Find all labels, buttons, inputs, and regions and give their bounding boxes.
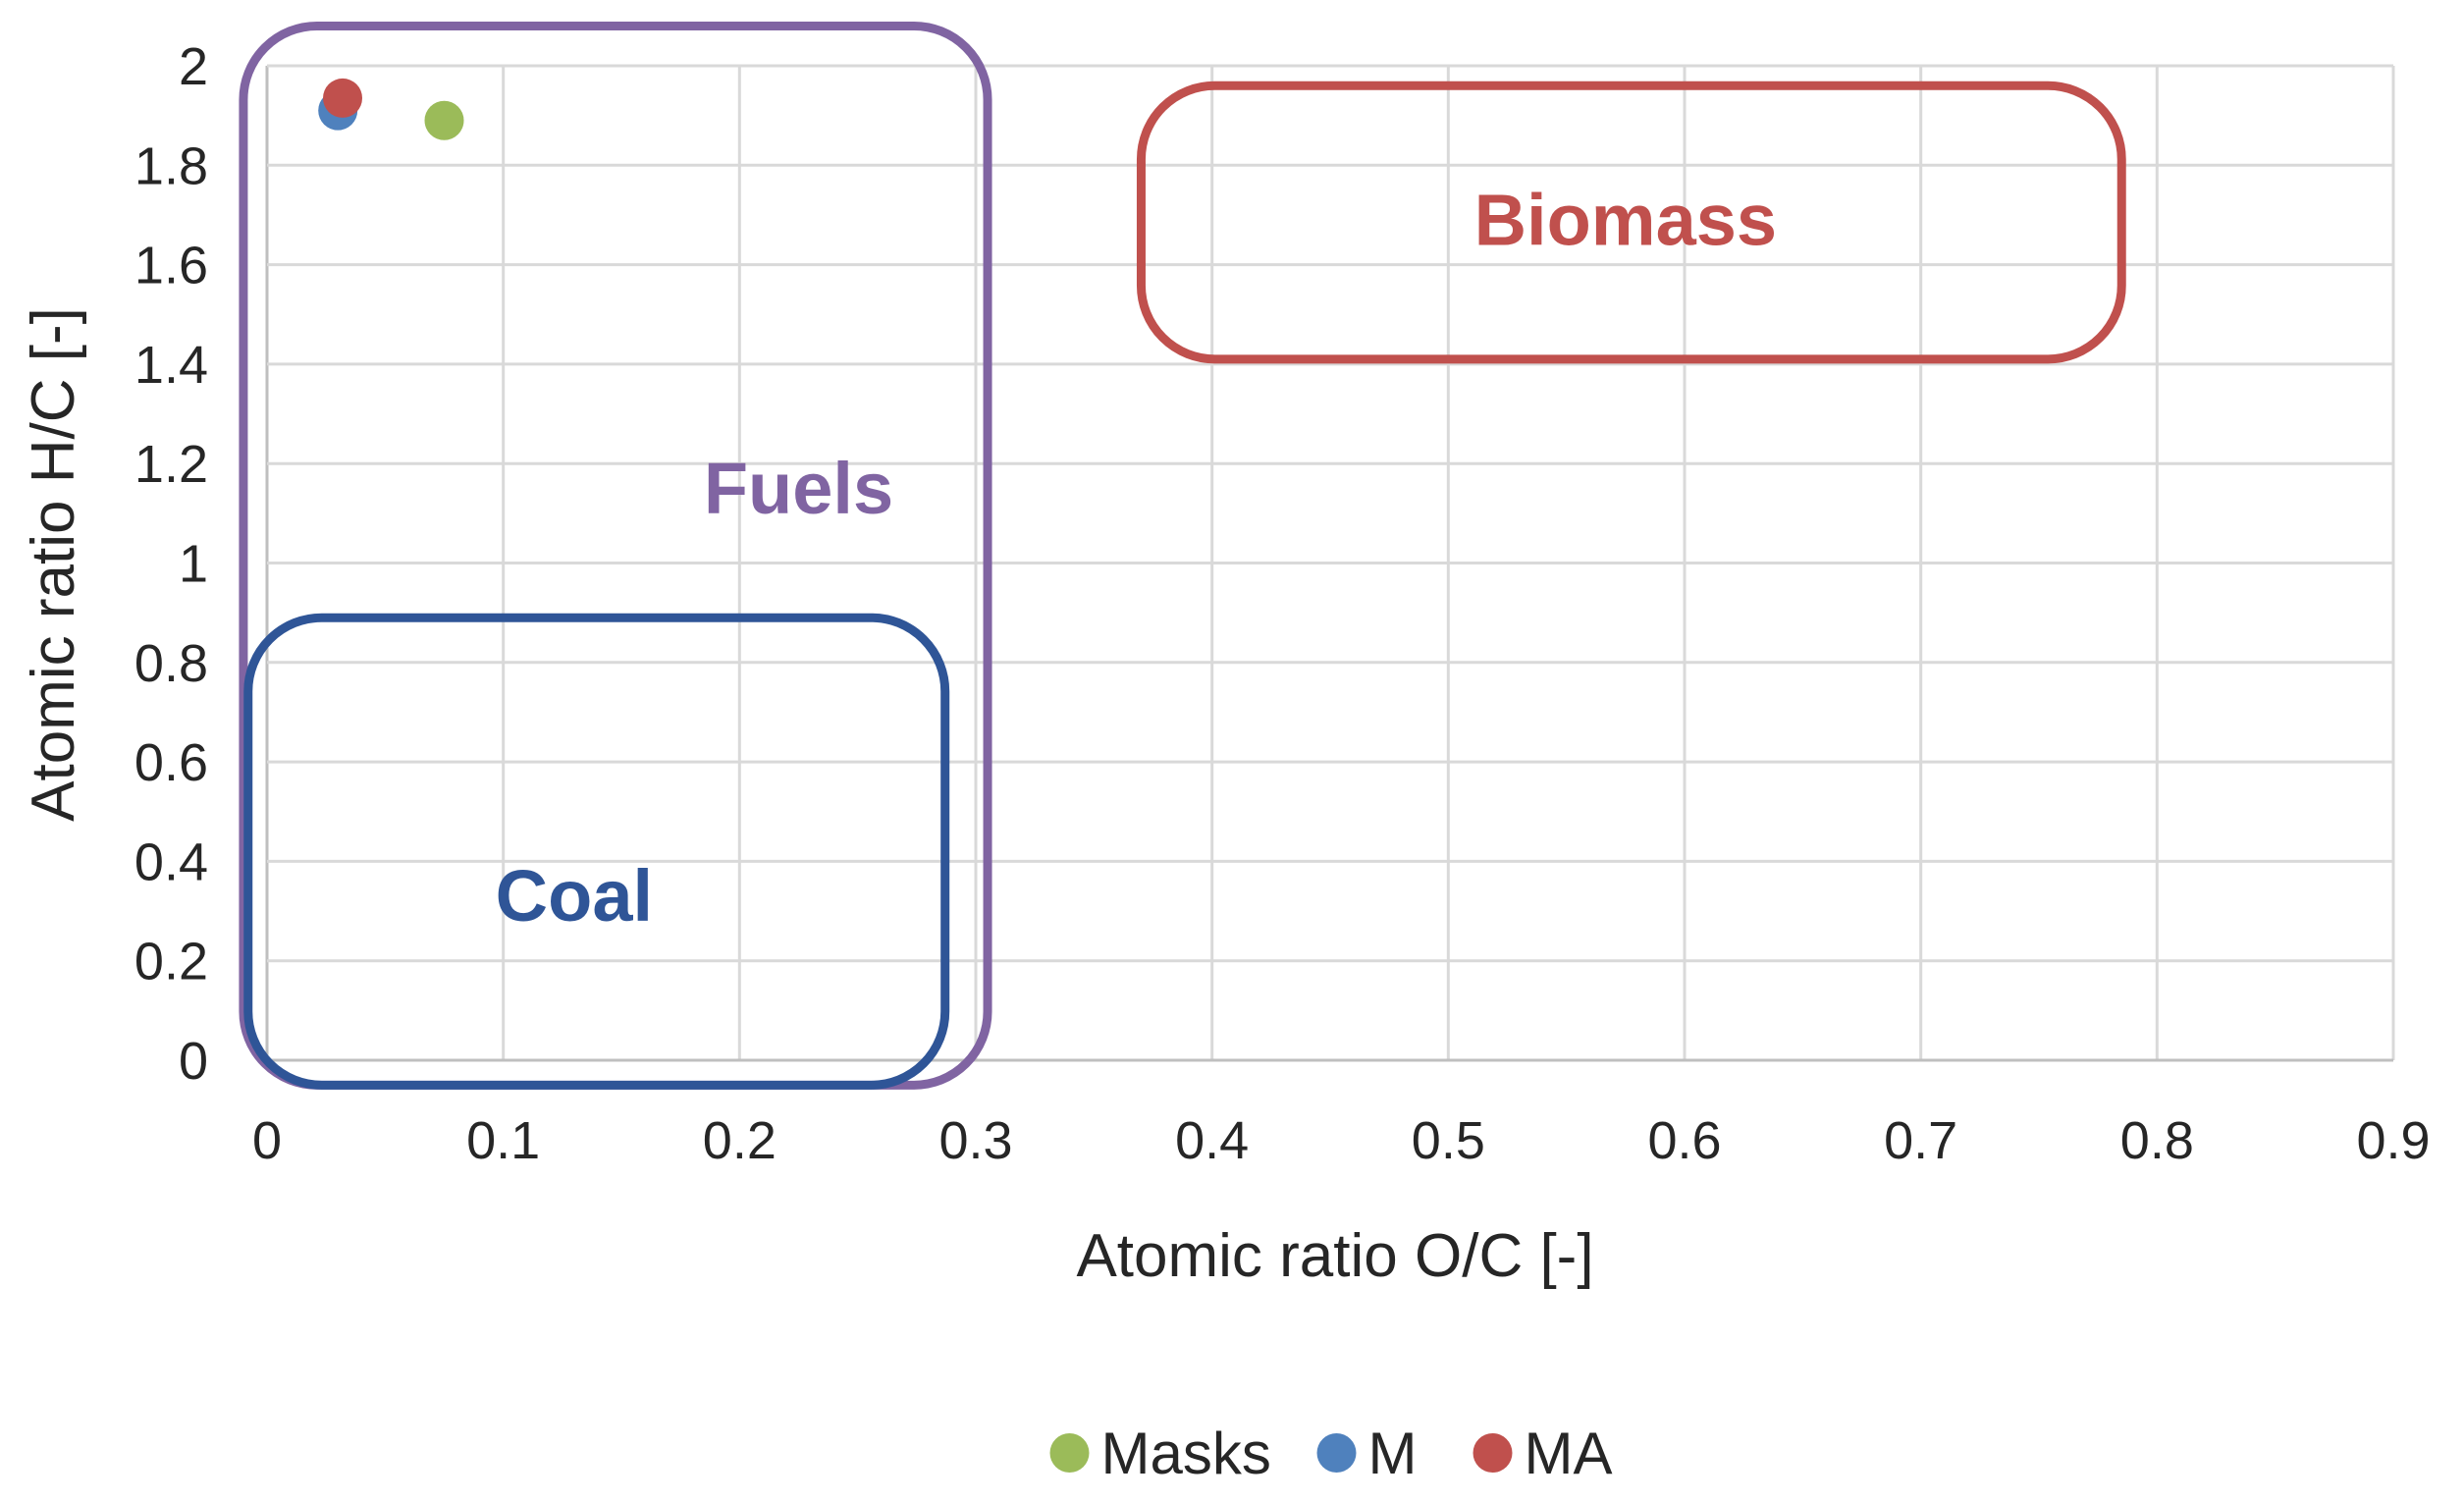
x-tick-label: 0.9: [2356, 1111, 2430, 1170]
legend-marker-m: [1316, 1433, 1357, 1473]
y-tick-label: 1.4: [134, 336, 208, 395]
coal-region-label: Coal: [496, 855, 653, 937]
legend-label-m: M: [1368, 1421, 1418, 1486]
legend: Masks M MA: [1049, 1421, 1613, 1486]
y-tick-label: 0.8: [134, 634, 208, 693]
biomass-region-label: Biomass: [1474, 179, 1777, 260]
x-tick-label: 0: [252, 1111, 282, 1170]
y-tick-label: 0.6: [134, 733, 208, 792]
x-tick-label: 0.2: [703, 1111, 777, 1170]
y-tick-label: 0.4: [134, 832, 208, 891]
legend-marker-masks: [1049, 1433, 1090, 1473]
y-tick-label: 2: [179, 37, 208, 96]
y-tick-label: 1.8: [134, 136, 208, 195]
y-tick-label: 0.2: [134, 933, 208, 992]
coal-region-box: [243, 613, 950, 1090]
x-tick-label: 0.5: [1412, 1111, 1485, 1170]
y-tick-label: 1.6: [134, 237, 208, 295]
point-masks: [424, 100, 464, 140]
biomass-region-box: [1136, 80, 2126, 364]
point-ma: [323, 78, 363, 118]
legend-label-ma: MA: [1525, 1421, 1613, 1486]
y-tick-label: 1: [179, 535, 208, 594]
x-tick-label: 0.3: [938, 1111, 1012, 1170]
x-tick-label: 0.8: [2120, 1111, 2194, 1170]
regions: Fuels Coal Biomass: [239, 21, 2126, 1090]
fuels-region-label: Fuels: [704, 448, 893, 529]
y-tick-labels: 0 0.2 0.4 0.6 0.8 1 1.2 1.4 1.6 1.8 2: [134, 37, 208, 1091]
legend-marker-ma: [1473, 1433, 1513, 1473]
y-tick-label: 1.2: [134, 435, 208, 494]
x-axis-title: Atomic ratio O/C [-]: [1076, 1222, 1593, 1290]
x-tick-label: 0.4: [1175, 1111, 1249, 1170]
y-tick-label: 0: [179, 1032, 208, 1091]
grid: [265, 64, 2395, 1062]
x-tick-labels: 0 0.1 0.2 0.3 0.4 0.5 0.6 0.7 0.8 0.9: [252, 1111, 2431, 1170]
x-tick-label: 0.6: [1647, 1111, 1721, 1170]
x-tick-label: 0.7: [1884, 1111, 1957, 1170]
x-tick-label: 0.1: [466, 1111, 540, 1170]
data-points: [318, 78, 464, 140]
legend-label-masks: Masks: [1101, 1421, 1271, 1486]
y-axis-title: Atomic ratio H/C [-]: [20, 307, 87, 822]
